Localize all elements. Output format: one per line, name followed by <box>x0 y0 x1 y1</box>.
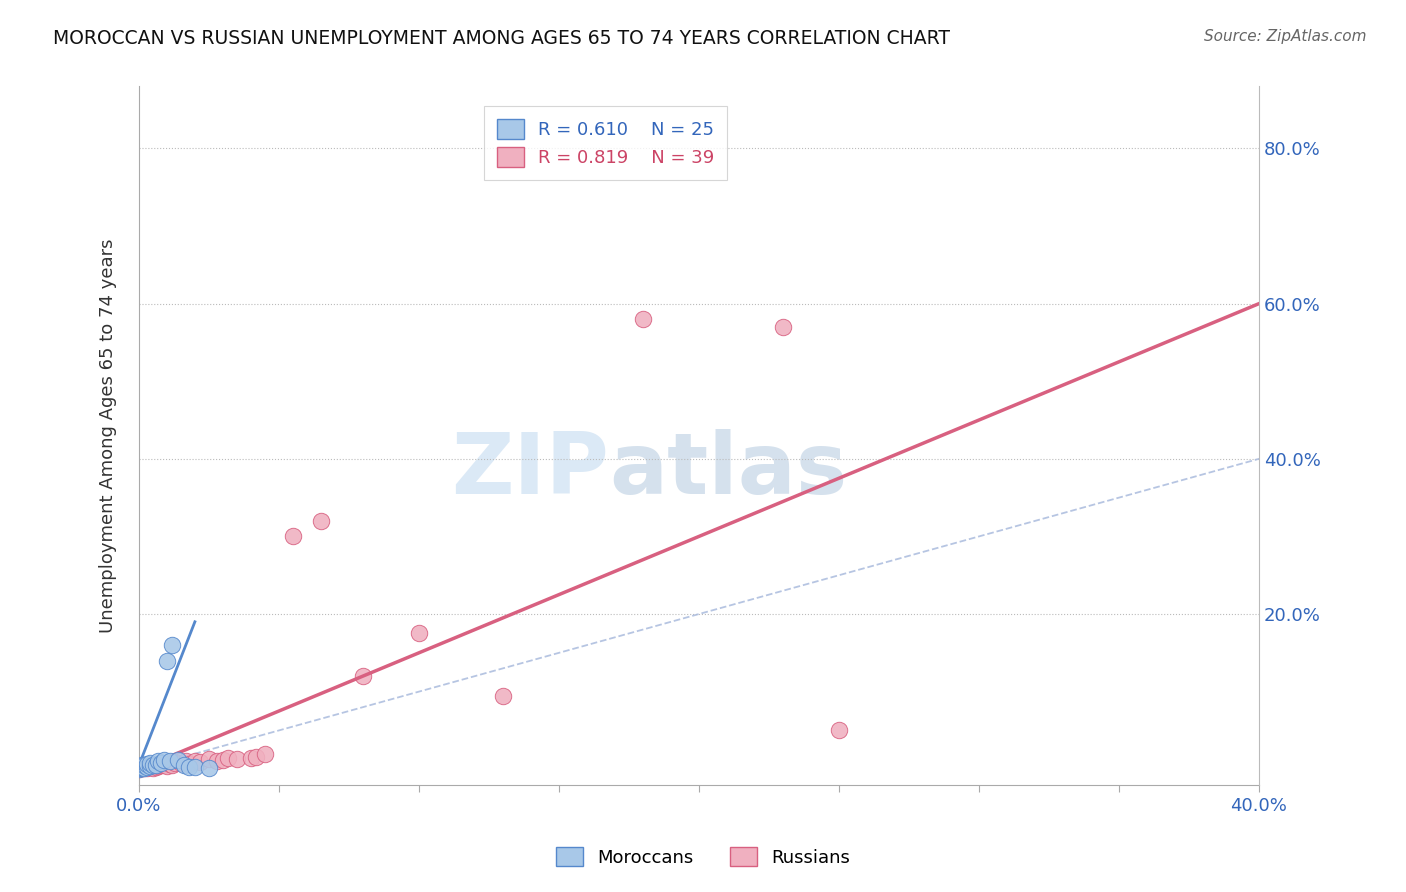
Point <box>136 756 159 771</box>
Point <box>142 758 165 772</box>
Point <box>281 529 304 543</box>
Legend: R = 0.610    N = 25, R = 0.819    N = 39: R = 0.610 N = 25, R = 0.819 N = 39 <box>484 106 727 180</box>
Point <box>212 753 235 767</box>
Point <box>134 761 156 775</box>
Point <box>156 654 179 668</box>
Point <box>253 747 276 761</box>
Point <box>207 754 229 768</box>
Point <box>148 755 170 769</box>
Point <box>139 760 162 774</box>
Point <box>128 762 150 776</box>
Point <box>352 669 374 683</box>
Point <box>198 752 221 766</box>
Point <box>176 755 198 769</box>
Point <box>136 759 159 773</box>
Point <box>150 756 173 770</box>
Point <box>159 755 181 769</box>
Point <box>131 762 153 776</box>
Y-axis label: Unemployment Among Ages 65 to 74 years: Unemployment Among Ages 65 to 74 years <box>100 238 117 632</box>
Point <box>128 759 150 773</box>
Point <box>153 757 176 772</box>
Point <box>162 758 184 772</box>
Point <box>134 758 156 772</box>
Point <box>492 689 515 703</box>
Point <box>170 756 193 770</box>
Point <box>198 762 221 776</box>
Point <box>631 312 654 326</box>
Point <box>184 755 207 769</box>
Text: MOROCCAN VS RUSSIAN UNEMPLOYMENT AMONG AGES 65 TO 74 YEARS CORRELATION CHART: MOROCCAN VS RUSSIAN UNEMPLOYMENT AMONG A… <box>53 29 950 47</box>
Point <box>165 756 187 770</box>
Point <box>136 762 159 776</box>
Point <box>156 759 179 773</box>
Point <box>128 761 150 775</box>
Point <box>128 762 150 776</box>
Point <box>142 761 165 775</box>
Point <box>408 626 430 640</box>
Point <box>159 756 181 771</box>
Point <box>184 760 207 774</box>
Point <box>179 760 201 774</box>
Text: atlas: atlas <box>609 429 848 512</box>
Point <box>162 638 184 652</box>
Point <box>309 514 332 528</box>
Point <box>134 761 156 775</box>
Point <box>145 760 167 774</box>
Point <box>173 758 195 772</box>
Point <box>225 752 247 766</box>
Point <box>142 758 165 772</box>
Point <box>136 760 159 774</box>
Point <box>153 753 176 767</box>
Point <box>190 756 212 770</box>
Point <box>148 759 170 773</box>
Point <box>131 760 153 774</box>
Point <box>131 760 153 774</box>
Legend: Moroccans, Russians: Moroccans, Russians <box>548 840 858 874</box>
Point <box>150 758 173 772</box>
Point <box>179 756 201 771</box>
Text: ZIP: ZIP <box>451 429 609 512</box>
Point <box>139 759 162 773</box>
Point <box>145 757 167 772</box>
Point <box>828 723 851 738</box>
Point <box>131 762 153 776</box>
Point <box>167 753 190 767</box>
Point <box>245 749 267 764</box>
Point <box>218 750 240 764</box>
Text: Source: ZipAtlas.com: Source: ZipAtlas.com <box>1204 29 1367 44</box>
Point <box>128 761 150 775</box>
Point <box>772 320 794 334</box>
Point <box>139 756 162 770</box>
Point <box>239 751 262 765</box>
Point <box>131 757 153 772</box>
